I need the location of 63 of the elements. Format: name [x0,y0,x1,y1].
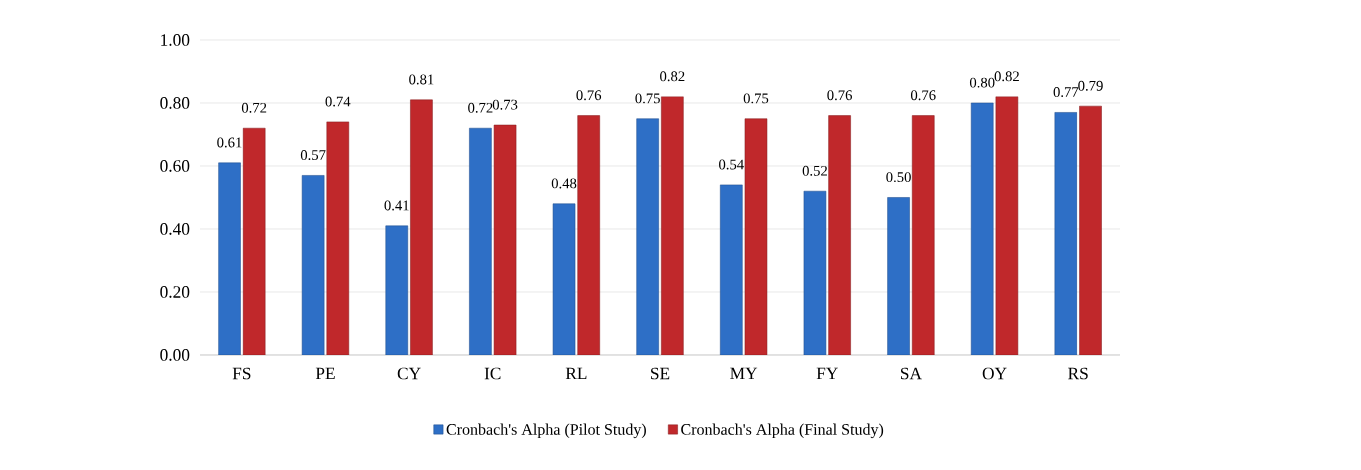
bar [385,225,409,355]
data-label: 0.50 [886,172,911,183]
data-label: 0.72 [468,102,493,113]
bar [887,197,910,355]
x-tick-label: RS [1068,367,1088,380]
bar [301,175,325,355]
legend-label: Cronbach's Alpha (Final Study) [681,423,884,439]
x-tick-label: CY [397,367,421,380]
data-label: 0.52 [802,165,827,176]
data-label: 0.76 [576,90,602,101]
x-tick-label: FS [232,367,251,380]
data-label: 0.76 [827,90,853,101]
bar [995,96,1019,355]
bar [911,115,935,355]
y-tick-label: 0.80 [160,97,190,109]
x-tick-label: IC [484,367,501,380]
data-label: 0.82 [660,71,685,82]
x-tick-label: FY [816,367,838,380]
bar [577,115,600,355]
bar [218,162,241,355]
data-label: 0.54 [719,159,744,170]
y-tick-label: 1.00 [161,34,190,46]
bar [720,184,743,355]
bar [1054,112,1078,355]
data-label: 0.41 [384,200,409,211]
data-label: 0.82 [994,71,1019,82]
data-label: 0.72 [241,102,267,113]
data-label: 0.75 [743,93,769,104]
data-label: 0.80 [969,77,995,88]
x-tick-label: PE [315,367,335,380]
bar [410,99,433,355]
bar [636,118,659,355]
y-tick-label: 0.00 [160,349,190,361]
data-label: 0.57 [300,150,326,161]
data-label: 0.79 [1078,80,1103,91]
x-tick-label: MY [730,367,758,380]
data-label: 0.81 [409,74,434,85]
y-tick-label: 0.60 [160,160,190,172]
bar [242,127,266,355]
data-label: 0.76 [910,90,936,101]
bar [552,203,576,355]
data-label: 0.61 [217,137,242,148]
bar [970,102,994,355]
bar [661,96,684,355]
x-tick-label: SE [651,367,670,380]
bar [326,121,350,355]
data-label: 0.48 [551,178,577,189]
data-label: 0.74 [325,96,351,107]
bar [1079,105,1102,355]
x-tick-label: SA [900,367,922,380]
x-tick-label: RL [565,367,587,380]
bar [803,190,827,355]
x-tick-label: OY [982,367,1007,380]
data-label: 0.73 [492,99,518,110]
bar [744,118,768,355]
bar [469,127,492,355]
data-label: 0.75 [635,93,660,104]
y-tick-label: 0.20 [160,286,190,298]
data-label: 0.77 [1053,87,1079,98]
bar [828,115,851,355]
bar [493,124,517,355]
legend-label: Cronbach's Alpha (Pilot Study) [446,423,646,439]
y-tick-label: 0.40 [160,223,190,235]
